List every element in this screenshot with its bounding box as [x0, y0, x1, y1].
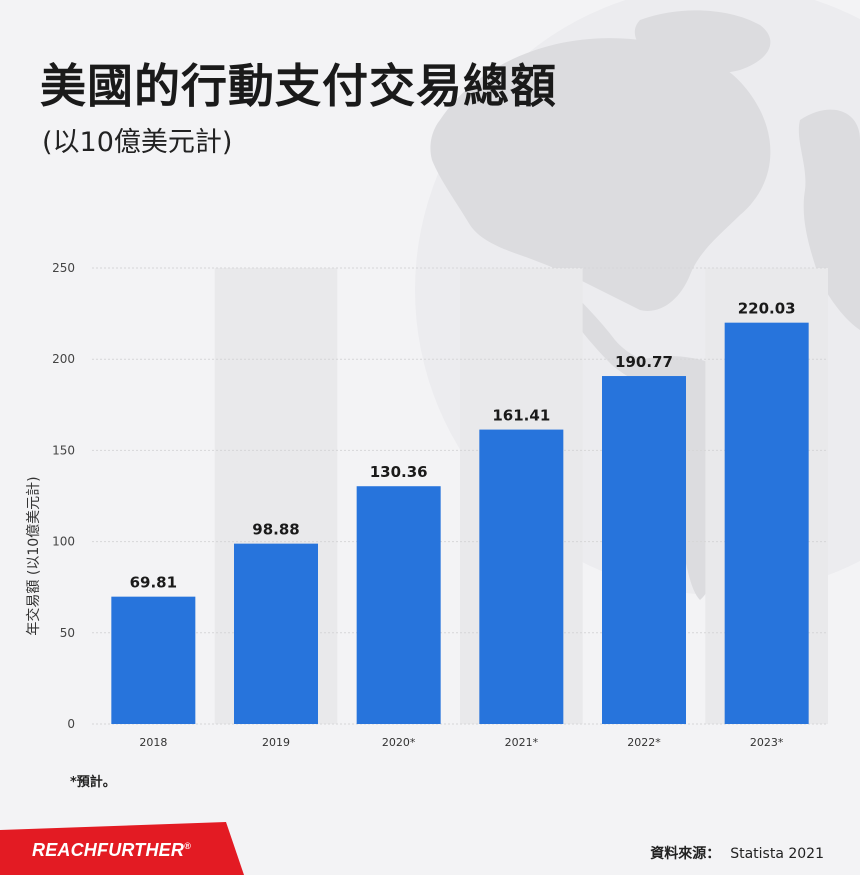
brand-name: REACHFURTHER® [32, 840, 191, 861]
continent-europe-africa [798, 109, 860, 330]
y-tick-label: 0 [67, 717, 75, 731]
data-label: 130.36 [370, 463, 428, 481]
brand-logo[interactable]: REACHFURTHER® [0, 822, 244, 875]
source-value: Statista 2021 [730, 846, 824, 862]
y-tick-label: 50 [60, 626, 75, 640]
footnote: *預計。 [70, 775, 116, 790]
bar [479, 429, 564, 724]
data-label: 220.03 [738, 300, 796, 318]
x-tick-label: 2023* [750, 736, 784, 749]
x-tick-label: 2021* [505, 736, 539, 749]
x-tick-label: 2020* [382, 736, 416, 749]
brand-name-part1: REACH [32, 840, 98, 860]
brand-banner [0, 822, 244, 875]
bar [356, 486, 441, 724]
x-tick-label: 2022* [627, 736, 661, 749]
continent-north-america [430, 38, 771, 311]
chart-subtitle: (以10億美元計) [42, 127, 233, 158]
continent-greenland [634, 10, 771, 74]
source-credit: 資料來源： Statista 2021 [650, 843, 824, 863]
y-tick-label: 250 [52, 261, 75, 275]
bar [234, 543, 318, 724]
x-tick-label: 2019 [262, 736, 290, 749]
data-label: 161.41 [492, 407, 550, 425]
data-label: 190.77 [615, 353, 673, 371]
chart-title: 美國的行動支付交易總額 [40, 59, 557, 113]
y-tick-label: 100 [52, 535, 75, 549]
y-tick-label: 200 [52, 352, 75, 366]
data-label: 98.88 [252, 521, 299, 539]
bar [602, 376, 686, 724]
y-tick-label: 150 [52, 443, 75, 457]
brand-name-part2: FURTHER [97, 840, 185, 860]
y-axis-label: 年交易額 (以10億美元計) [25, 476, 42, 635]
bar [111, 596, 196, 724]
x-tick-label: 2018 [139, 736, 167, 749]
bar [724, 322, 809, 724]
source-label: 資料來源： [650, 846, 721, 862]
brand-registered-mark: ® [184, 841, 191, 851]
data-label: 69.81 [130, 574, 177, 592]
